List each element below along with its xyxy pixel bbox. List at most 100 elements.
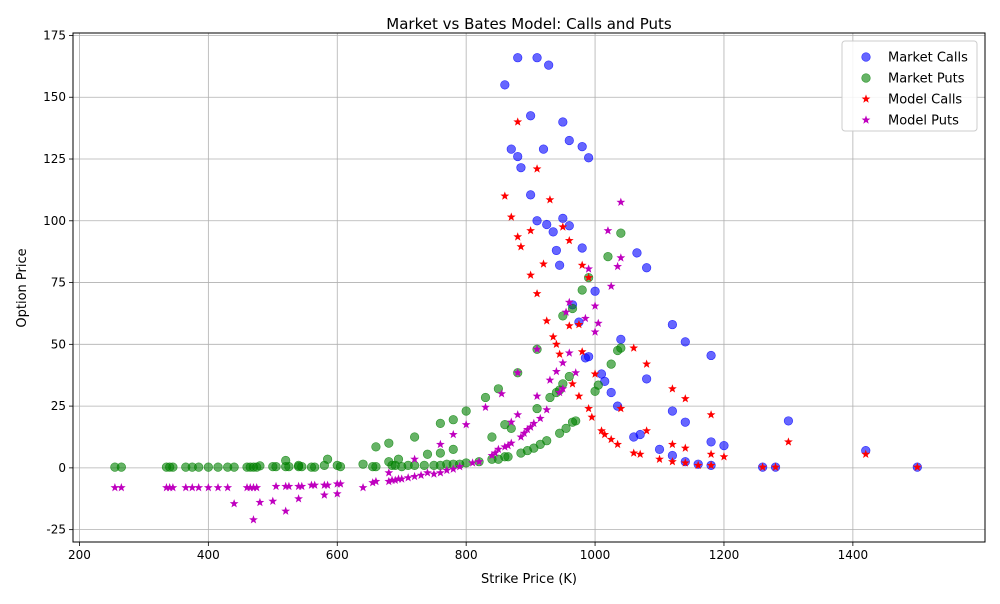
legend-marker [861, 94, 871, 103]
series-market-puts [110, 228, 626, 472]
x-tick-label: 1200 [709, 548, 740, 562]
data-point [229, 462, 239, 472]
data-point [310, 462, 320, 472]
data-point [564, 321, 574, 330]
data-point [307, 480, 316, 489]
data-point [168, 483, 178, 492]
data-point [513, 151, 523, 162]
data-point [194, 462, 204, 472]
data-point [281, 481, 291, 491]
grid-lines [73, 33, 985, 542]
data-point [616, 228, 626, 238]
legend-marker [861, 52, 871, 62]
data-point [538, 144, 549, 154]
data-point [500, 80, 510, 90]
x-tick-label: 1000 [580, 548, 611, 562]
data-point [423, 468, 432, 477]
legend-frame [841, 40, 978, 132]
data-point [487, 432, 497, 442]
data-point [532, 344, 542, 353]
data-point [655, 454, 664, 463]
data-point [771, 462, 780, 471]
data-point [162, 483, 171, 492]
data-point [335, 462, 346, 472]
data-point [555, 387, 564, 397]
data-point [371, 476, 381, 486]
data-point [294, 481, 303, 491]
data-point [558, 384, 568, 393]
data-point [297, 481, 307, 491]
legend-item: Model Puts [861, 114, 959, 129]
data-point [319, 490, 329, 499]
data-point [571, 416, 581, 426]
data-point [409, 432, 420, 442]
data-point [603, 252, 613, 262]
data-point [494, 444, 503, 454]
data-point [606, 359, 616, 369]
data-point [606, 387, 616, 398]
data-point [600, 429, 610, 439]
data-point [590, 301, 600, 310]
data-point [642, 426, 651, 435]
data-point [481, 402, 490, 412]
data-point [213, 483, 223, 492]
data-point [632, 248, 642, 258]
data-point [516, 432, 526, 441]
x-axis-ticks: 200 400 600 800 1000 1200 1400 [68, 542, 868, 562]
data-point [390, 475, 400, 484]
plot-area-frame [72, 32, 986, 543]
data-point [213, 462, 223, 472]
data-point [110, 483, 120, 492]
data-point [548, 227, 558, 237]
data-point [422, 449, 433, 459]
data-point [606, 434, 616, 444]
data-point [506, 144, 516, 154]
data-point [564, 297, 574, 307]
data-point [435, 418, 445, 428]
data-point [574, 391, 584, 400]
data-point [284, 481, 294, 491]
data-point [561, 307, 571, 316]
chart-title: Market vs Bates Model: Calls and Puts [386, 15, 672, 33]
data-point [629, 432, 639, 442]
data-point [332, 479, 342, 488]
data-point [116, 483, 126, 492]
data-point [371, 462, 381, 472]
data-point [706, 449, 716, 459]
data-point [544, 60, 554, 70]
data-point [436, 439, 445, 449]
y-axis-label: Option Price [15, 248, 30, 327]
data-point [532, 164, 542, 173]
data-point [410, 471, 419, 481]
data-point [706, 410, 716, 419]
data-point [403, 473, 413, 482]
data-point [577, 142, 587, 152]
data-point [758, 462, 768, 471]
data-point [506, 423, 516, 433]
data-point [513, 368, 523, 377]
data-point [558, 358, 568, 367]
y-axis-ticks: -25 0 25 50 75 100 125 150 175 [43, 28, 73, 537]
x-axis-label: Strike Price (K) [481, 572, 577, 587]
data-point [584, 403, 593, 413]
data-point [500, 442, 510, 451]
x-tick-label: 800 [455, 548, 478, 562]
data-point [513, 232, 523, 241]
data-point [564, 371, 574, 382]
data-point [532, 289, 542, 298]
data-point [680, 417, 690, 427]
data-point [249, 483, 258, 492]
data-point [680, 443, 690, 452]
data-point [503, 452, 513, 462]
data-point [461, 406, 471, 416]
data-point [387, 475, 397, 484]
x-tick-label: 600 [326, 548, 349, 562]
data-point [635, 449, 645, 459]
y-tick-label: 50 [51, 337, 66, 351]
data-point [629, 448, 639, 457]
data-point [616, 403, 626, 413]
data-point [523, 424, 532, 434]
data-point [616, 334, 626, 344]
data-point [783, 416, 794, 426]
